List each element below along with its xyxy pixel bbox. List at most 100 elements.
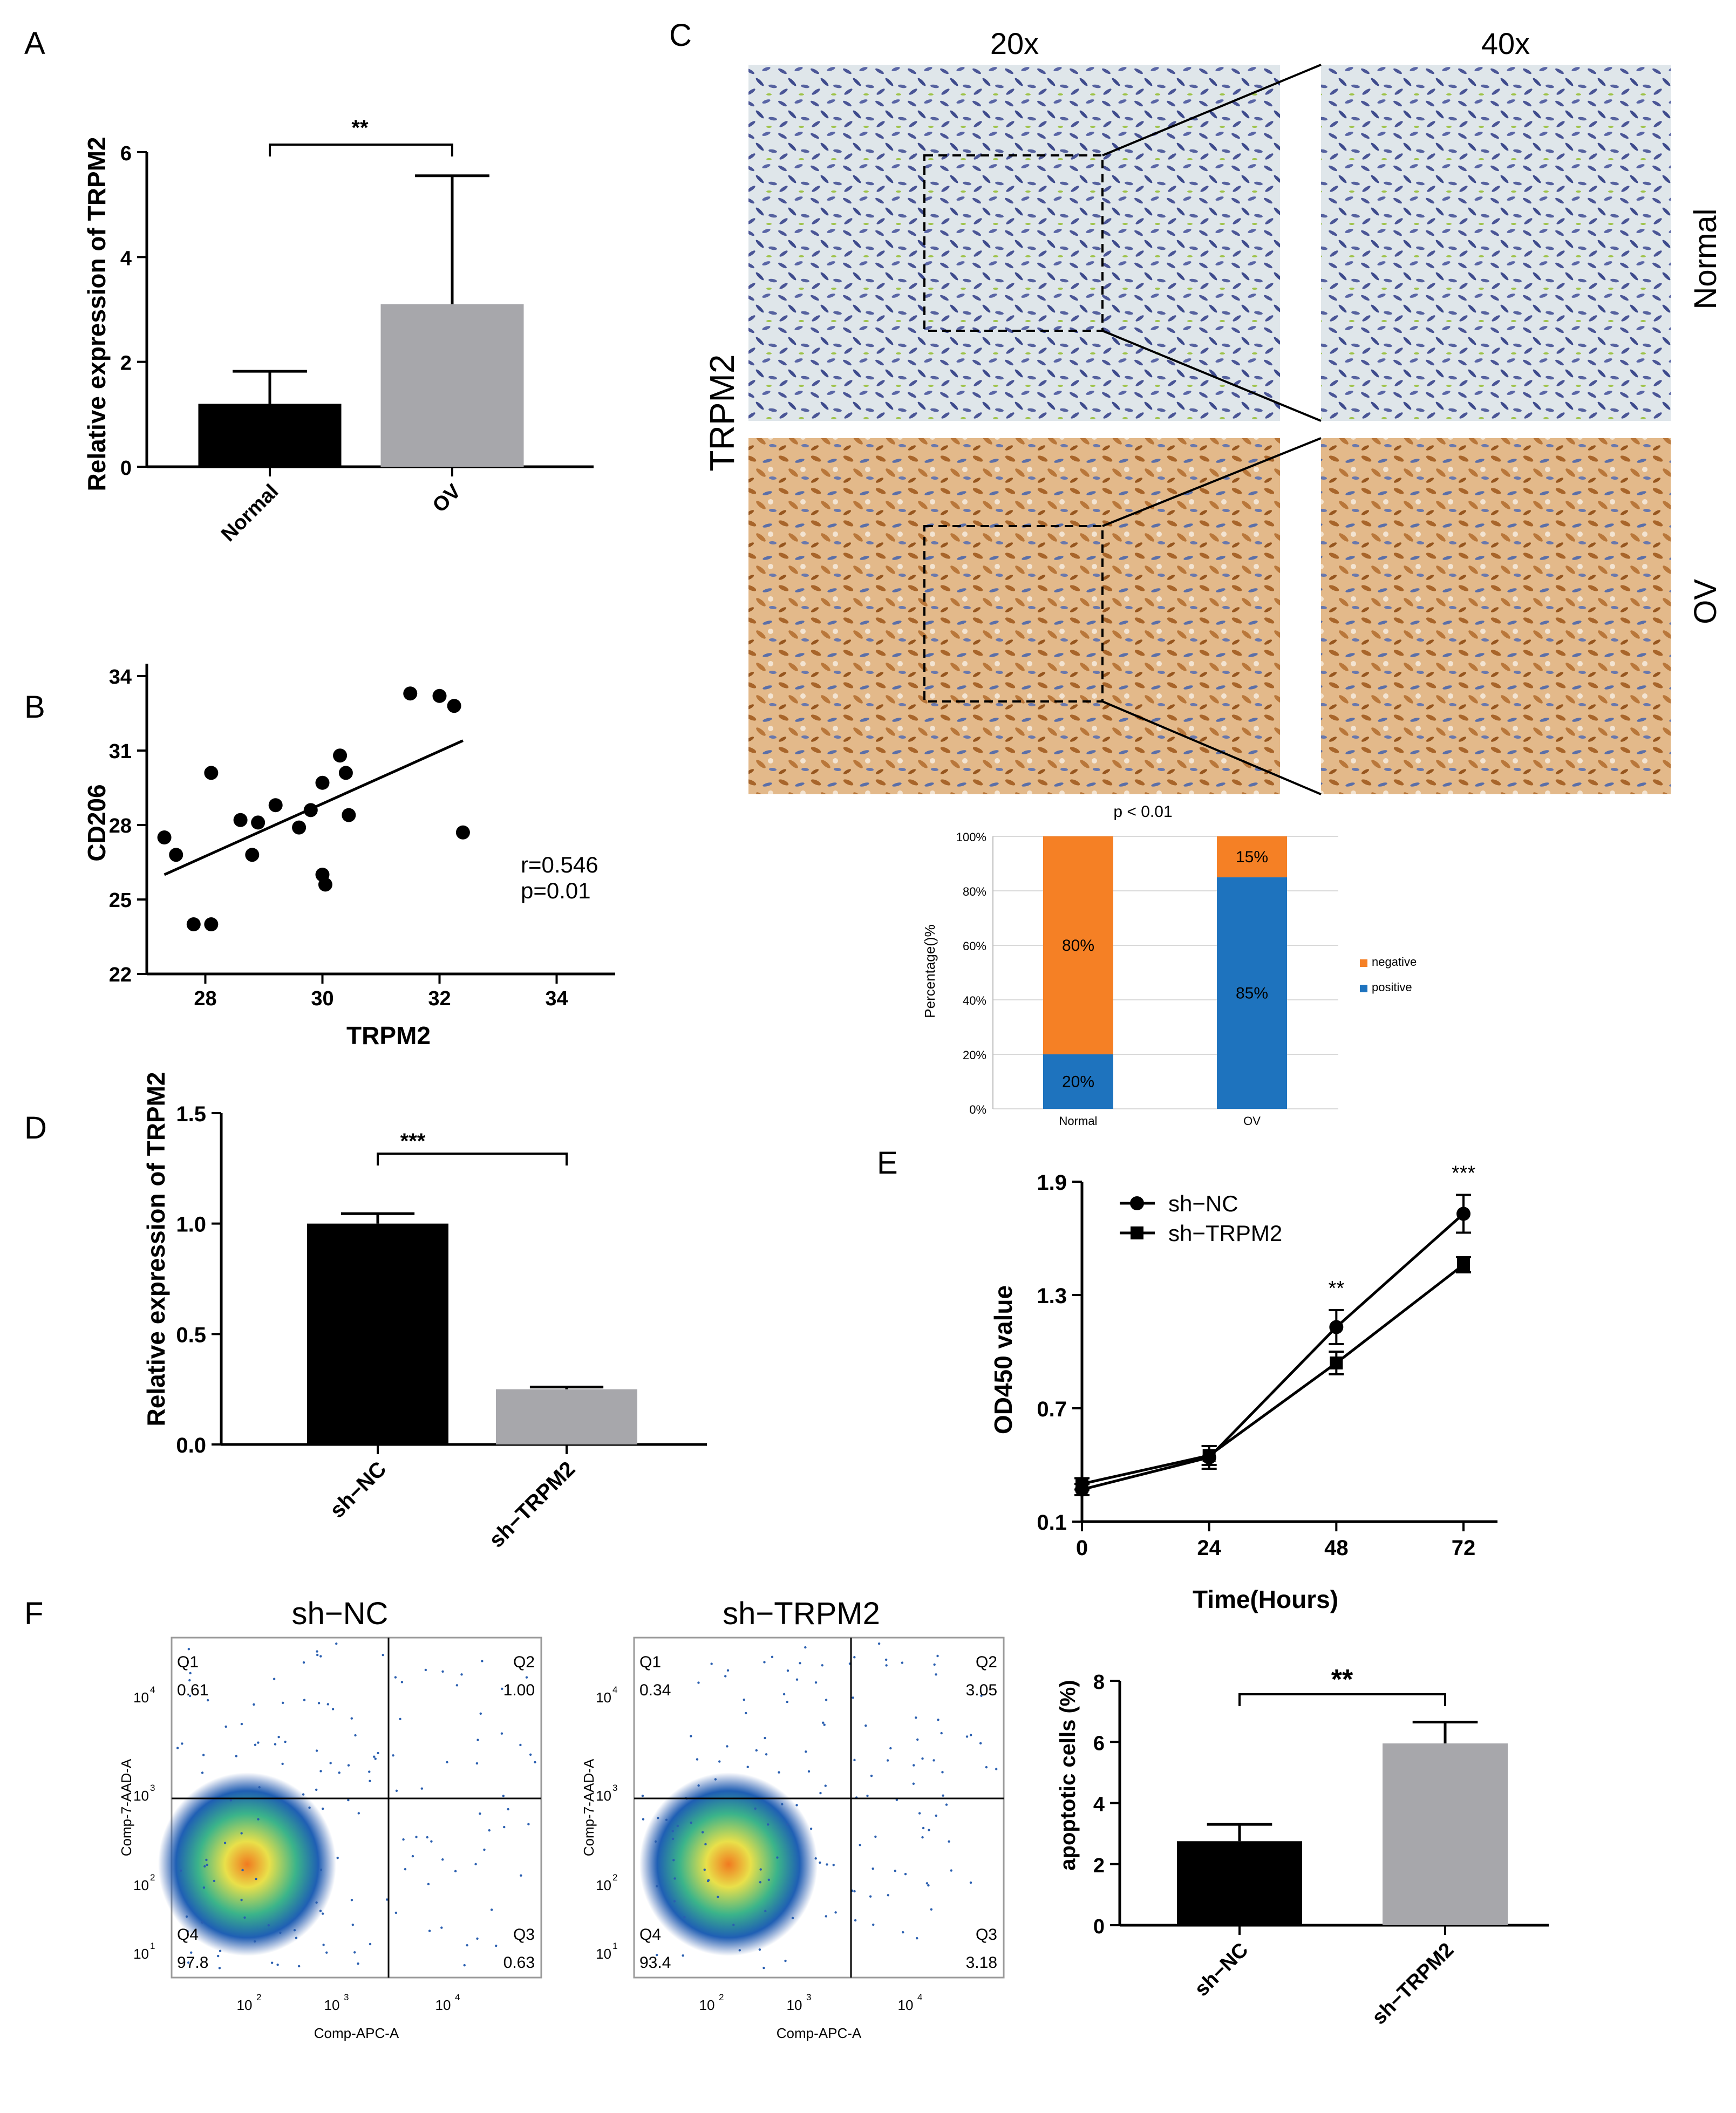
quadrant-value-q3: 0.63 bbox=[503, 1954, 535, 1972]
y-tick-label: 0.5 bbox=[176, 1323, 206, 1347]
flow-event-dot bbox=[476, 1739, 479, 1741]
flow-event-dot bbox=[357, 1962, 359, 1965]
flow-event-dot bbox=[428, 1930, 431, 1932]
flow-event-dot bbox=[853, 1656, 856, 1659]
flow-title: sh−NC bbox=[292, 1596, 389, 1631]
flow-event-dot bbox=[507, 1808, 509, 1811]
flow-event-dot bbox=[763, 1661, 766, 1664]
flow-event-dot bbox=[488, 1829, 491, 1832]
flow-event-dot bbox=[948, 1840, 950, 1843]
flow-event-dot bbox=[786, 1823, 789, 1826]
y-tick-label: 4 bbox=[1093, 1794, 1105, 1816]
flow-title: sh−TRPM2 bbox=[723, 1596, 880, 1631]
flow-event-dot bbox=[527, 1823, 530, 1825]
flow-event-dot bbox=[255, 1877, 257, 1880]
flow-event-dot bbox=[764, 1736, 766, 1740]
bar-2 bbox=[380, 304, 524, 467]
zoom-box-ov bbox=[923, 525, 1104, 703]
scatter-point bbox=[432, 689, 447, 703]
flow-event-dot bbox=[671, 1837, 675, 1841]
panel-f-flow-cytometry: sh−NC Q1 0.61 Q2 1.00 Q4 97.8 Q3 0.63 Comp-APC-A C… bbox=[118, 1596, 1005, 2041]
bar-segment-label: 15% bbox=[1236, 848, 1268, 866]
quadrant-name-q2: Q2 bbox=[976, 1653, 997, 1671]
flow-event-dot bbox=[441, 1670, 444, 1673]
flow-event-dot bbox=[819, 1861, 821, 1864]
flow-x-tick-exponent: 2 bbox=[719, 1992, 724, 2002]
panel-c-histology: 20x 40x TRPM2 Normal OV bbox=[703, 26, 1723, 795]
y-tick-label: 1.3 bbox=[1037, 1284, 1067, 1308]
panel-b-scatter-chart: CD206 TRPM2 22 25 28 31 34 28 30 32 34 r=0.546 p… bbox=[83, 664, 615, 1049]
flow-event-dot bbox=[726, 1745, 729, 1748]
flow-event-dot bbox=[350, 1717, 353, 1720]
micrograph-normal-40x bbox=[1321, 65, 1671, 421]
flow-event-dot bbox=[321, 1807, 324, 1810]
flow-event-dot bbox=[759, 1868, 762, 1871]
flow-event-dot bbox=[394, 1911, 398, 1914]
flow-event-dot bbox=[382, 1653, 384, 1657]
flow-event-dot bbox=[916, 1738, 919, 1741]
flow-event-dot bbox=[936, 1654, 939, 1658]
flow-event-dot bbox=[240, 1832, 243, 1835]
flow-event-dot bbox=[476, 1937, 479, 1940]
flow-event-dot bbox=[411, 1855, 414, 1858]
flow-event-dot bbox=[373, 1755, 376, 1758]
flow-event-dot bbox=[218, 1967, 221, 1969]
flow-y-tick-exponent: 2 bbox=[150, 1872, 155, 1883]
flow-event-dot bbox=[950, 1869, 953, 1872]
flow-y-tick-label: 10 bbox=[133, 1877, 149, 1893]
flow-event-dot bbox=[455, 1684, 459, 1687]
scatter-point bbox=[338, 766, 353, 780]
scatter-point bbox=[315, 775, 330, 790]
flow-event-dot bbox=[201, 1771, 204, 1774]
legend-swatch bbox=[1360, 959, 1367, 967]
flow-event-dot bbox=[763, 1966, 765, 1969]
flow-event-dot bbox=[979, 1742, 982, 1745]
data-point bbox=[1457, 1258, 1470, 1271]
flow-x-tick-exponent: 3 bbox=[344, 1992, 349, 2002]
flow-event-dot bbox=[874, 1835, 877, 1838]
flow-x-tick-exponent: 3 bbox=[806, 1992, 811, 2002]
x-tick-label: sh−NC bbox=[1190, 1939, 1253, 2001]
flow-event-dot bbox=[932, 1759, 935, 1762]
flow-event-dot bbox=[916, 1937, 918, 1940]
y-tick-label: 22 bbox=[109, 964, 132, 986]
flow-event-dot bbox=[293, 1928, 296, 1932]
flow-event-dot bbox=[969, 1881, 972, 1884]
flow-event-dot bbox=[202, 1754, 205, 1756]
flow-event-dot bbox=[338, 1771, 341, 1774]
significance-bracket bbox=[269, 144, 453, 156]
panel-c-stacked-bar-chart: p < 0.01 Percentage()% 0% 20% 40% 60% 80% 100… bbox=[922, 803, 1417, 1128]
flow-event-dot bbox=[935, 1814, 937, 1817]
flow-event-dot bbox=[697, 1784, 700, 1787]
flow-event-dot bbox=[321, 1912, 324, 1915]
flow-event-dot bbox=[253, 1940, 256, 1943]
flow-event-dot bbox=[500, 1732, 503, 1735]
flow-event-dot bbox=[185, 1915, 188, 1918]
legend-label: sh−NC bbox=[1168, 1191, 1238, 1216]
data-point bbox=[1075, 1477, 1088, 1490]
flow-event-dot bbox=[369, 1780, 371, 1782]
flow-event-dot bbox=[319, 1869, 323, 1871]
bar-segment-label: 80% bbox=[1062, 937, 1094, 955]
legend-label: sh−TRPM2 bbox=[1168, 1221, 1282, 1246]
bar-segment-label: 85% bbox=[1236, 984, 1268, 1002]
micrograph-normal-20x bbox=[748, 65, 1280, 421]
flow-event-dot bbox=[941, 1771, 944, 1774]
flow-event-dot bbox=[399, 1717, 401, 1721]
panel-d-bar-chart: Relative expression of TRPM2 0.0 0.5 1.0 1.… bbox=[142, 1072, 707, 1552]
flow-event-dot bbox=[385, 1898, 389, 1901]
flow-event-dot bbox=[925, 1882, 929, 1885]
flow-event-dot bbox=[641, 1794, 644, 1797]
legend-marker bbox=[1130, 1196, 1144, 1210]
flow-event-dot bbox=[503, 1825, 506, 1829]
quadrant-value-q2: 3.05 bbox=[966, 1681, 997, 1699]
panel-c-ylabel: Percentage()% bbox=[922, 924, 938, 1018]
panel-c-title: p < 0.01 bbox=[1113, 803, 1172, 821]
y-tick-label: 2 bbox=[120, 352, 132, 375]
flow-x-tick-label: 10 bbox=[787, 1997, 802, 2013]
flow-event-dot bbox=[671, 1830, 674, 1832]
bar-1 bbox=[1177, 1841, 1302, 1925]
flow-event-dot bbox=[274, 1743, 277, 1746]
flow-event-dot bbox=[336, 1856, 339, 1859]
flow-event-dot bbox=[869, 1895, 872, 1898]
